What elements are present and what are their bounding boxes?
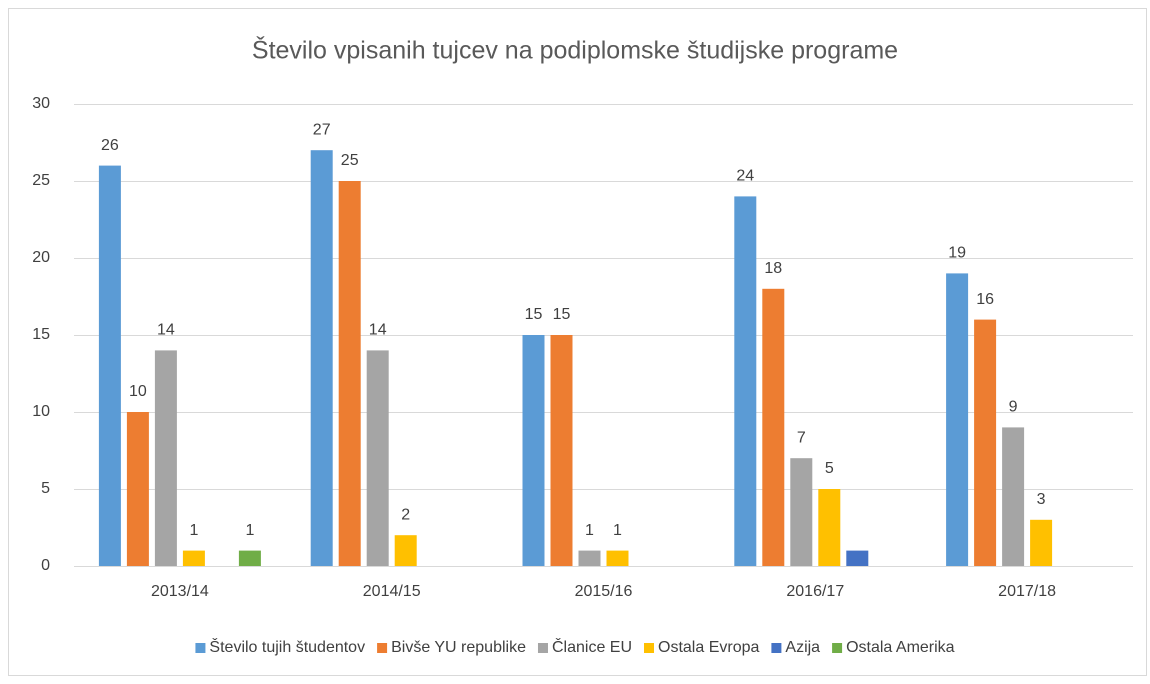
data-label: 5 — [825, 460, 834, 477]
legend-swatch — [771, 643, 782, 653]
data-label: 7 — [797, 429, 806, 446]
data-label: 18 — [764, 260, 782, 277]
bar — [394, 535, 417, 566]
data-label: 26 — [101, 137, 119, 154]
legend-swatch — [537, 643, 548, 653]
legend-swatch — [195, 643, 206, 653]
data-label: 10 — [129, 383, 147, 400]
bar — [522, 335, 545, 566]
x-tick-label: 2017/18 — [998, 583, 1056, 600]
data-label: 19 — [948, 245, 966, 262]
data-label: 16 — [976, 291, 994, 308]
bar — [818, 489, 841, 566]
legend-swatch — [832, 643, 843, 653]
legend-label: Ostala Amerika — [846, 639, 955, 656]
bar — [790, 458, 813, 566]
data-label: 14 — [369, 322, 387, 339]
y-tick-label: 25 — [32, 172, 50, 189]
y-tick-label: 5 — [41, 480, 50, 497]
data-label: 9 — [1009, 399, 1018, 416]
data-label: 15 — [553, 306, 571, 323]
chart-title: Število vpisanih tujcev na podiplomske š… — [252, 36, 898, 65]
data-label: 3 — [1037, 491, 1046, 508]
data-label: 15 — [525, 306, 543, 323]
bar — [366, 350, 389, 566]
bar — [846, 550, 869, 566]
data-label: 2 — [401, 506, 410, 523]
y-tick-label: 30 — [32, 95, 50, 112]
bar — [154, 350, 177, 566]
bar — [550, 335, 573, 566]
data-label: 1 — [245, 522, 254, 539]
legend-label: Članice EU — [552, 637, 632, 656]
x-tick-label: 2015/16 — [575, 583, 633, 600]
y-tick-label: 0 — [41, 557, 50, 574]
legend-swatch — [644, 643, 655, 653]
y-tick-label: 20 — [32, 249, 50, 266]
bar — [98, 165, 121, 566]
data-label: 1 — [585, 522, 594, 539]
y-tick-label: 10 — [32, 403, 50, 420]
x-tick-label: 2014/15 — [363, 583, 421, 600]
bar — [974, 319, 997, 566]
legend-label: Število tujih študentov — [209, 637, 365, 656]
legend: Število tujih študentov Bivše YU republik… — [195, 637, 955, 656]
bar — [238, 550, 261, 566]
bar — [310, 150, 333, 566]
bar — [578, 550, 601, 566]
legend-label: Azija — [785, 639, 820, 656]
y-tick-label: 15 — [32, 326, 50, 343]
bar — [182, 550, 205, 566]
bar — [946, 273, 969, 566]
data-label: 25 — [341, 152, 359, 169]
legend-label: Ostala Evropa — [658, 639, 759, 656]
bar — [762, 288, 785, 566]
data-label: 14 — [157, 322, 175, 339]
data-label: 27 — [313, 121, 331, 138]
data-label: 24 — [736, 168, 754, 185]
legend-label: Bivše YU republike — [391, 639, 526, 656]
legend-swatch — [377, 643, 388, 653]
bar — [1030, 519, 1053, 566]
bar — [1002, 427, 1025, 566]
bar — [338, 181, 361, 566]
data-label: 1 — [613, 522, 622, 539]
x-tick-label: 2013/14 — [151, 583, 209, 600]
bar — [606, 550, 629, 566]
data-label: 1 — [189, 522, 198, 539]
bar — [734, 196, 757, 566]
bar — [126, 412, 149, 566]
x-tick-label: 2016/17 — [786, 583, 844, 600]
